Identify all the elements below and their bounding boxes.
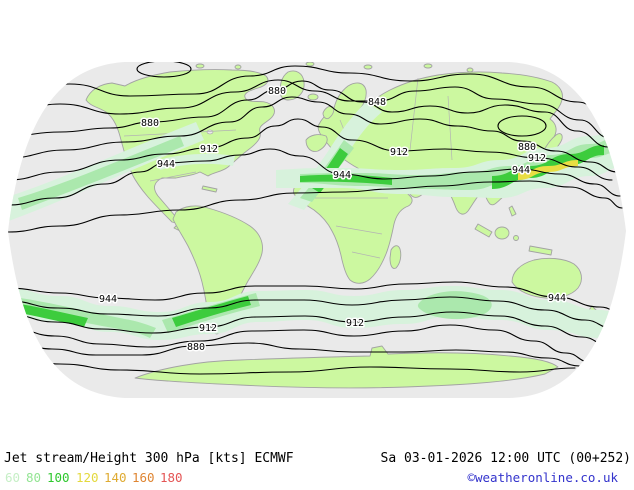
island-sumatra [474, 223, 493, 238]
contour-line [8, 296, 613, 329]
contour-label: 880 [268, 86, 286, 97]
continent-antarctica [134, 345, 559, 389]
world-map: 880 912 944 880 848 912 944 880 912 944 … [8, 62, 626, 398]
contour-label: 944 [548, 293, 566, 304]
jet-bands [8, 102, 626, 342]
legend-value-120: 120 [76, 470, 99, 485]
legend-value-180: 180 [160, 470, 183, 485]
arctic-island [423, 63, 433, 69]
jet-band-100kt-southern-west [8, 302, 88, 327]
jet-band-80kt-pacific [18, 136, 184, 210]
arctic-island [363, 64, 373, 70]
arctic-island [195, 63, 205, 69]
contour-label: 912 [346, 318, 364, 329]
islands-philippines [508, 205, 517, 217]
jet-band-120kt-japan [518, 160, 578, 180]
contour-line [8, 65, 613, 123]
contour-line [8, 281, 623, 314]
arctic-island [234, 64, 242, 70]
contour-label: 912 [390, 147, 408, 158]
contour-line [8, 79, 611, 139]
contour-label: 944 [512, 165, 530, 176]
contour-line [8, 96, 619, 173]
contour-lines [8, 62, 623, 375]
island-cuba [201, 185, 218, 193]
contour-line [8, 339, 581, 367]
region-iberia [305, 134, 328, 152]
arctic-island [466, 67, 474, 73]
footer: Jet stream/Height 300 hPa [kts] ECMWF Sa… [4, 451, 631, 485]
contour-label: 848 [368, 97, 386, 108]
contour-label: 880 [187, 342, 205, 353]
contour-label: 944 [157, 159, 175, 170]
legend-value-80: 80 [26, 470, 41, 485]
island-madagascar [389, 245, 402, 269]
contour-line-closed-east-asia [497, 115, 547, 137]
contour-line [8, 180, 623, 233]
continent-australia [511, 257, 582, 299]
contour-label: 880 [141, 118, 159, 129]
chart-title: Jet stream/Height 300 hPa [kts] ECMWF [4, 451, 294, 466]
jet-band-80kt-indian-ocean [417, 291, 492, 320]
contour-line [8, 118, 613, 181]
legend-value-160: 160 [132, 470, 155, 485]
great-lakes [206, 129, 214, 135]
legend-value-60: 60 [5, 470, 20, 485]
contour-line [8, 324, 591, 363]
island-sulawesi [513, 235, 519, 241]
wind-speed-legend: 60 80 100 120 140 160 180 [5, 470, 183, 485]
legend-value-100: 100 [47, 470, 70, 485]
contour-labels: 880 912 944 880 848 912 944 880 912 944 … [97, 85, 567, 355]
island-borneo [494, 226, 510, 240]
contour-line [8, 80, 609, 148]
contour-line-closed-arctic [136, 62, 192, 78]
contour-line [8, 311, 609, 346]
island-iceland [307, 93, 319, 101]
contour-label: 944 [99, 294, 117, 305]
contour-label: 944 [333, 170, 351, 181]
contour-line [8, 148, 621, 206]
island-great-britain [322, 105, 335, 120]
contour-label: 912 [199, 323, 217, 334]
arctic-island [305, 62, 315, 67]
contour-label: 912 [200, 144, 218, 155]
contour-label: 880 [518, 142, 536, 153]
jet-band-60kt-gulf [158, 153, 235, 170]
jet-band-80kt-asia [300, 136, 620, 190]
contour-label: 912 [528, 153, 546, 164]
island-greenland [279, 70, 305, 101]
contour-line [8, 353, 576, 375]
island-new-guinea [528, 245, 553, 256]
legend-value-140: 140 [104, 470, 127, 485]
valid-datetime: Sa 03-01-2026 12:00 UTC (00+252) [381, 451, 631, 466]
copyright-link[interactable]: ©weatheronline.co.uk [467, 470, 618, 485]
